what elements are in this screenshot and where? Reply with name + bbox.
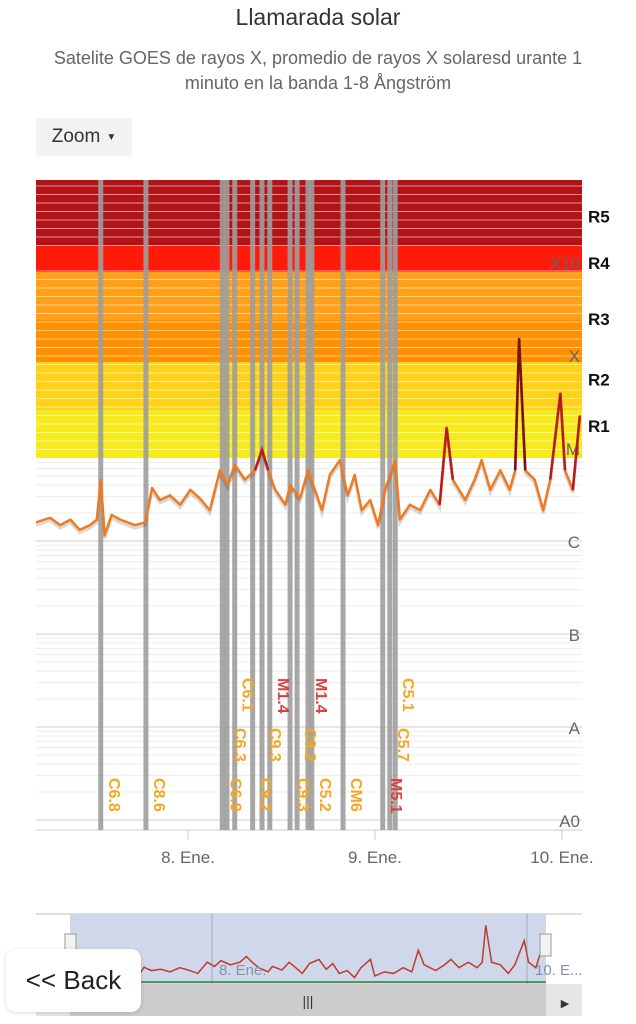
y-tick-label: X (569, 347, 580, 366)
flare-event-label: C6.9 (226, 778, 243, 812)
flare-event-label: C6.1 (239, 678, 256, 712)
chart-subtitle: Satelite GOES de rayos X, promedio de ra… (53, 48, 583, 93)
r-scale-label: R1 (588, 417, 610, 436)
r-scale-label: R5 (588, 208, 610, 227)
y-tick-label: B (569, 626, 580, 645)
flux-series-line (35, 337, 582, 537)
flare-event-label: C5.7 (394, 728, 411, 762)
flare-event-label: C9.2 (301, 728, 318, 762)
flare-event-label: C9.3 (266, 728, 283, 762)
flare-event-label: C6.3 (231, 728, 248, 762)
scrollbar-thumb[interactable] (70, 984, 546, 1016)
flare-event-label: C6.8 (105, 778, 122, 812)
scroll-right-arrow-icon[interactable]: ▶ (561, 998, 570, 1010)
zoom-dropdown[interactable]: Zoom ▼ (36, 118, 132, 156)
navigator-handle-right[interactable] (539, 933, 552, 957)
x-tick-label: 9. Ene. (348, 848, 402, 867)
r-scale-label: R4 (588, 254, 610, 273)
r-scale-label: R3 (588, 310, 610, 329)
x-tick-label: 8. Ene. (161, 848, 215, 867)
y-tick-label: A0 (559, 812, 580, 831)
y-tick-label: A (569, 719, 581, 738)
flare-event-label: C9.3 (294, 778, 311, 812)
flare-event-label: CM6 (347, 778, 364, 812)
navigator-label: 8. Ene. (219, 962, 267, 979)
flux-series-high (253, 445, 270, 471)
flare-event-label: C5.2 (316, 778, 333, 812)
flare-event-label: M5.1 (387, 778, 404, 814)
x-tick-label: 10. Ene. (530, 848, 593, 867)
flux-series-high (548, 392, 567, 480)
zoom-label: Zoom (51, 126, 101, 147)
flux-series-high (438, 427, 455, 505)
flux-series-high (571, 415, 582, 490)
r-scale-label: R2 (588, 370, 610, 389)
y-tick-label: C (568, 533, 580, 552)
flare-event-label: C9.2 (257, 778, 274, 812)
y-tick-label: X10 (550, 254, 580, 273)
navigator-selected-range (70, 914, 546, 984)
chart-title: Llamarada solar (235, 4, 401, 30)
flare-event-label: M1.4 (274, 678, 291, 714)
back-button[interactable]: << Back (6, 949, 141, 1012)
scrollbar-grip-icon: ||| (303, 993, 314, 1009)
navigator-label: 10. E... (535, 962, 583, 979)
flux-series-high (513, 338, 527, 471)
chevron-down-icon: ▼ (106, 131, 117, 143)
flare-event-label: C5.1 (399, 678, 416, 712)
flare-event-label: C8.6 (150, 778, 167, 812)
flare-event-label: M1.4 (312, 678, 329, 714)
